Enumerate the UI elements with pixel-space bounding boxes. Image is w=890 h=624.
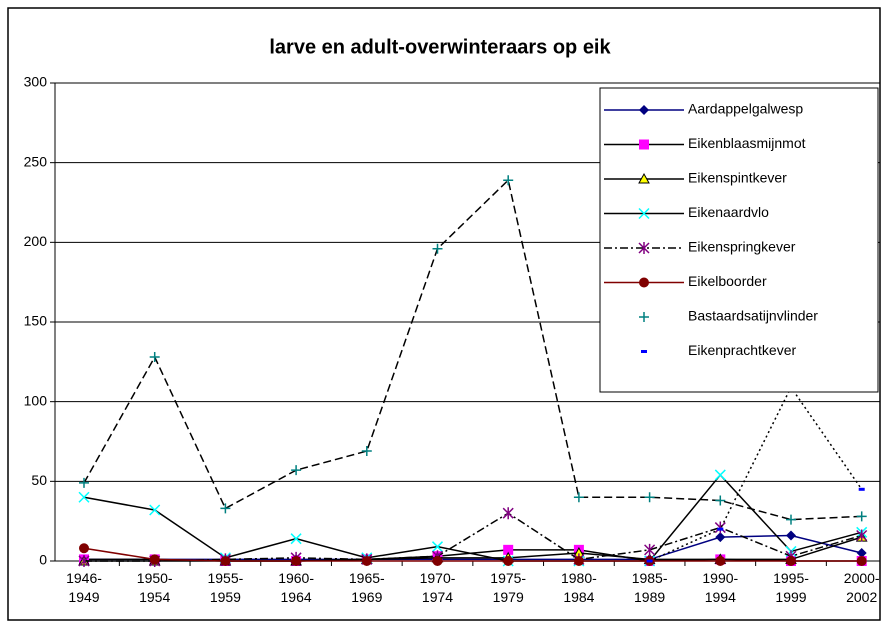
series-line (649, 385, 863, 562)
series-line (83, 178, 862, 521)
marker (856, 548, 867, 559)
marker (717, 527, 724, 531)
marker (573, 556, 584, 566)
marker (220, 556, 231, 566)
marker (361, 556, 372, 566)
marker (149, 504, 161, 516)
marker (646, 559, 653, 563)
marker (786, 530, 796, 541)
x-tick-label: 1955-1959 (207, 570, 243, 605)
x-tick-label: 1985-1989 (632, 570, 668, 605)
marker (503, 544, 514, 555)
y-tick-label: 100 (24, 392, 48, 408)
marker (503, 556, 514, 566)
marker (641, 350, 647, 353)
legend-label: Eikenspringkever (688, 239, 796, 255)
marker (856, 511, 867, 522)
marker (644, 543, 656, 556)
marker (291, 465, 302, 476)
marker (78, 491, 90, 503)
y-tick-label: 50 (31, 472, 47, 488)
series-line (83, 473, 862, 562)
marker (573, 492, 584, 503)
marker (639, 312, 649, 322)
marker (715, 495, 726, 506)
x-tick-label: 1960-1964 (278, 570, 314, 605)
x-tick-label: 1980-1984 (561, 570, 597, 605)
legend-label: Eikenprachtkever (688, 342, 797, 358)
marker (361, 446, 372, 457)
legend-label: Aardappelgalwesp (688, 101, 803, 117)
x-tick-label: 1990-1994 (702, 570, 738, 605)
series-line (84, 512, 862, 562)
legend-box (599, 87, 879, 393)
marker (78, 555, 90, 567)
marker (639, 105, 649, 115)
x-tick-label: 1965-1969 (349, 570, 385, 605)
marker (291, 556, 302, 566)
chart-title: larve en adult-overwinteraars op eik (269, 36, 611, 58)
marker (644, 492, 655, 503)
y-tick-label: 0 (39, 552, 47, 568)
marker (856, 529, 868, 542)
marker (79, 543, 89, 554)
marker (502, 507, 514, 520)
x-tick-label: 2000-2002 (844, 570, 880, 605)
marker (290, 533, 302, 545)
marker (220, 503, 231, 514)
marker (432, 556, 443, 566)
x-tick-label: 1975-1979 (490, 570, 526, 605)
legend-label: Eikenspintkever (688, 170, 787, 186)
marker (79, 477, 89, 488)
marker (149, 554, 160, 565)
y-tick-label: 250 (24, 153, 48, 169)
legend-label: Eikenaardvlo (688, 204, 769, 220)
marker (856, 556, 867, 566)
marker (638, 172, 650, 184)
marker (858, 487, 865, 491)
x-tick-label: 1946-1949 (66, 570, 102, 605)
x-tick-label: 1950-1954 (137, 570, 173, 605)
marker (638, 207, 650, 220)
marker (432, 243, 443, 254)
y-tick-label: 200 (24, 233, 48, 249)
marker (503, 175, 514, 186)
legend-label: Bastaardsatijnvlinder (688, 308, 818, 324)
marker (714, 521, 726, 534)
marker (786, 556, 796, 566)
legend-label: Eikelboorder (688, 273, 767, 289)
marker (714, 469, 726, 481)
legend-label: Eikenblaasmijnmot (688, 135, 806, 151)
y-tick-label: 300 (24, 74, 48, 90)
marker (639, 139, 649, 150)
x-tick-label: 1995-1999 (773, 570, 809, 605)
marker (639, 277, 649, 288)
series-line (83, 547, 862, 562)
marker (638, 242, 650, 254)
marker (715, 556, 726, 566)
x-tick-label: 1970-1974 (420, 570, 456, 605)
marker (149, 352, 160, 363)
marker (715, 532, 726, 543)
y-tick-label: 150 (24, 313, 48, 329)
marker (786, 514, 796, 525)
marker (431, 541, 444, 553)
